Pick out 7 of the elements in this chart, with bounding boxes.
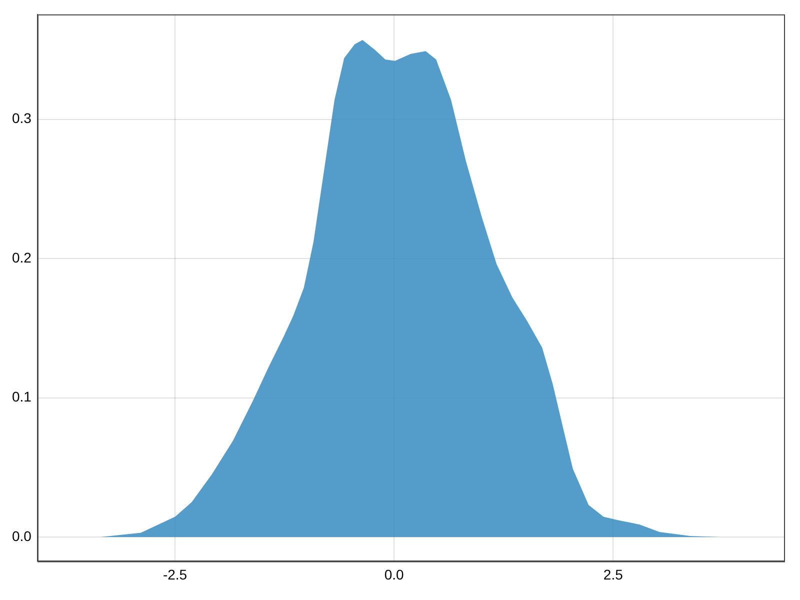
y-tick-label: 0.3	[12, 110, 32, 126]
y-tick-label: 0.0	[12, 528, 32, 544]
x-tick-label: 0.0	[384, 566, 404, 582]
x-tick-label: -2.5	[162, 566, 188, 582]
y-tick-label: 0.2	[12, 249, 32, 266]
x-tick-label: 2.5	[603, 566, 624, 582]
y-tick-label: 0.1	[12, 388, 32, 405]
